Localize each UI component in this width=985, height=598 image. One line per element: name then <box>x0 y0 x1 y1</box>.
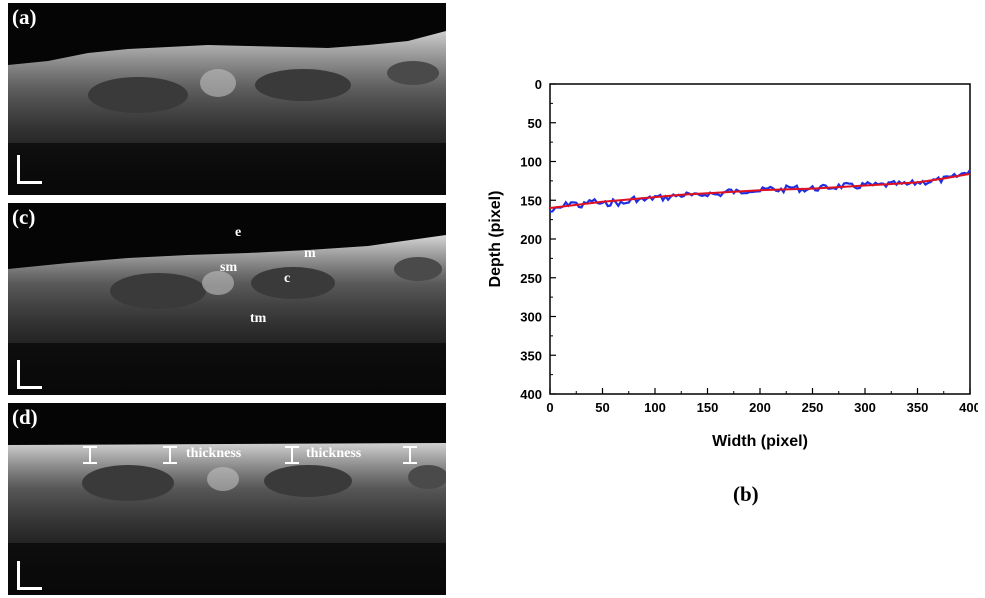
x-tick-label: 100 <box>644 400 666 415</box>
layer-label-tm: tm <box>250 311 267 326</box>
y-tick-label: 300 <box>520 310 542 325</box>
y-tick-label: 350 <box>520 348 542 363</box>
x-tick-label: 250 <box>802 400 824 415</box>
thickness-marker-2 <box>163 446 177 464</box>
x-tick-label: 350 <box>907 400 929 415</box>
oct-texture-d <box>8 443 446 595</box>
x-tick-label: 0 <box>546 400 553 415</box>
y-tick-label: 100 <box>520 155 542 170</box>
thickness-markers <box>83 446 417 464</box>
y-tick-label: 250 <box>520 271 542 286</box>
panel-label-c: (c) <box>12 205 36 229</box>
layer-label-e: e <box>235 225 242 240</box>
y-tick-label: 50 <box>528 116 542 131</box>
y-tick-label: 200 <box>520 232 542 247</box>
panel-label-d: (d) <box>12 405 38 429</box>
y-axis-label: Depth (pixel) <box>487 191 504 288</box>
oct-texture-a <box>8 31 446 195</box>
thickness-marker-4 <box>403 446 417 464</box>
thickness-label-1: thickness <box>186 446 242 461</box>
x-tick-label: 200 <box>749 400 771 415</box>
oct-image-d: (d) thickness thickness <box>8 403 446 595</box>
depth-chart: 0 50 100 150 200 250 300 350 400 0 50 100 150 200 250 3… <box>478 62 981 467</box>
layer-label-sm: sm <box>220 260 238 275</box>
x-tick-label: 50 <box>595 400 609 415</box>
layer-label-m: m <box>304 246 316 261</box>
oct-image-c: (c) e m sm c tm <box>8 203 446 395</box>
layer-label-c: c <box>284 271 291 286</box>
y-tick-label: 150 <box>520 193 542 208</box>
scale-bar-d <box>17 561 42 590</box>
thickness-label-2: thickness <box>306 446 362 461</box>
panel-label-b: (b) <box>733 482 759 506</box>
x-tick-label: 300 <box>854 400 876 415</box>
y-tick-label: 400 <box>520 387 542 402</box>
series-raw-line <box>549 169 971 213</box>
chart-svg: 0 50 100 150 200 250 300 350 400 0 50 100 150 200 250 3… <box>487 77 981 450</box>
series-fit-line <box>549 172 971 209</box>
scale-bar-c <box>17 360 42 389</box>
thickness-marker-1 <box>83 446 97 464</box>
x-axis-label: Width (pixel) <box>712 433 808 450</box>
oct-image-a: (a) <box>8 3 446 195</box>
scale-bar-a <box>17 155 42 184</box>
x-tick-label: 150 <box>697 400 719 415</box>
oct-texture-c <box>8 235 446 395</box>
plot-frame <box>549 83 971 395</box>
y-tick-label: 0 <box>535 77 542 92</box>
thickness-marker-3 <box>285 446 299 464</box>
panel-label-a: (a) <box>12 5 37 29</box>
x-tick-label: 400 <box>959 400 978 415</box>
